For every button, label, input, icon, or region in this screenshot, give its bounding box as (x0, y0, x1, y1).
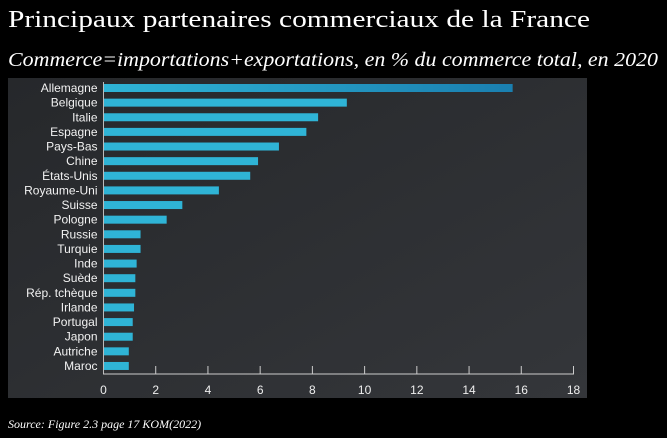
x-tick-label: 2 (152, 383, 159, 397)
x-tick-label: 6 (257, 383, 264, 397)
bar-4 (104, 142, 279, 151)
x-tick-label: 12 (410, 383, 424, 397)
bar-6 (104, 171, 251, 180)
category-label: Inde (74, 257, 98, 271)
x-tick-label: 8 (309, 383, 316, 397)
bar-3 (104, 127, 307, 136)
bar-0 (104, 84, 513, 92)
x-tick-label: 18 (567, 383, 581, 397)
category-label: Royaume-Uni (24, 183, 97, 197)
category-label: Suisse (61, 198, 97, 212)
category-label: Italie (72, 110, 98, 124)
x-tick-label: 16 (515, 383, 529, 397)
x-tick-label: 4 (205, 383, 212, 397)
bar-9 (104, 215, 167, 224)
category-label: Chine (66, 154, 98, 168)
category-label: Rép. tchèque (26, 286, 98, 300)
x-tick-label: 0 (100, 383, 107, 397)
category-label: Suède (63, 271, 98, 285)
bar-8 (104, 201, 183, 210)
category-label: Russie (61, 227, 98, 241)
bar-18 (104, 347, 129, 356)
category-label: Portugal (53, 315, 98, 329)
category-label: Pays-Bas (46, 140, 97, 154)
category-label: Allemagne (41, 81, 98, 95)
category-label: Japon (65, 330, 98, 344)
bar-16 (104, 318, 133, 327)
bar-11 (104, 244, 141, 253)
category-label: Espagne (50, 125, 98, 139)
bar-7 (104, 186, 219, 195)
category-label: Autriche (53, 344, 97, 358)
category-label: Maroc (64, 359, 97, 373)
bar-17 (104, 332, 133, 341)
category-label: Pologne (53, 213, 97, 227)
category-label: Turquie (57, 242, 98, 256)
x-tick-label: 10 (358, 383, 372, 397)
source-note: Source: Figure 2.3 page 17 KOM(2022) (8, 417, 201, 431)
x-tick-label: 14 (462, 383, 476, 397)
bar-13 (104, 274, 136, 283)
bar-12 (104, 259, 137, 268)
bar-5 (104, 157, 259, 166)
bar-10 (104, 230, 141, 239)
category-label: Irlande (61, 300, 98, 314)
category-label: États-Unis (42, 168, 97, 183)
bar-2 (104, 113, 319, 122)
bar-14 (104, 288, 136, 297)
category-label: Belgique (51, 96, 98, 110)
bar-19 (104, 361, 129, 370)
chart-title: Principaux partenaires commerciaux de la… (8, 7, 590, 33)
chart-subtitle: Commerce=importations+exportations, en %… (8, 49, 658, 71)
bar-1 (104, 98, 347, 107)
bar-15 (104, 303, 135, 312)
